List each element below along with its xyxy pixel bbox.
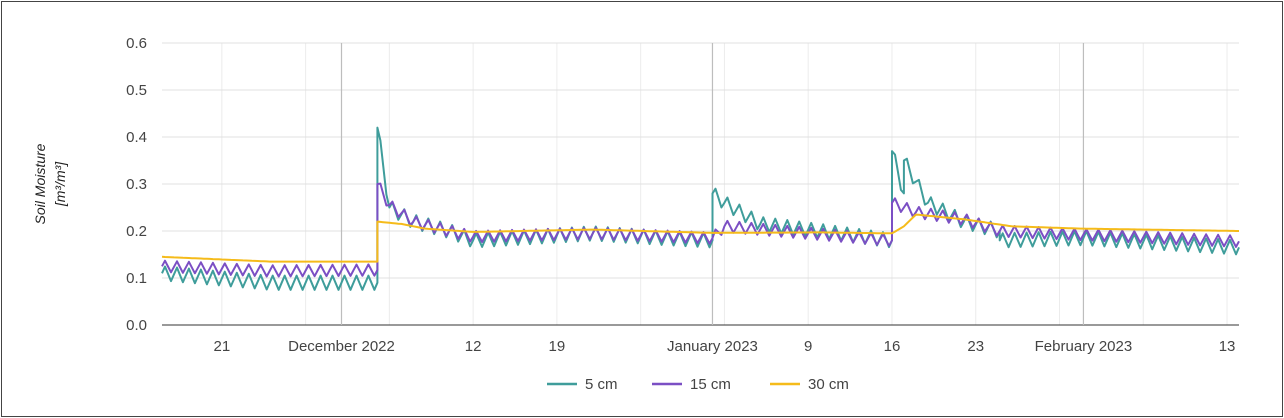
x-tick-label: 12 xyxy=(465,338,482,355)
x-tick-label: 21 xyxy=(213,338,230,355)
y-tick-label: 0.3 xyxy=(126,176,147,193)
x-tick-label: 13 xyxy=(1219,338,1236,355)
x-tick-label: 23 xyxy=(967,338,984,355)
x-tick-label: 19 xyxy=(549,338,566,355)
y-axis-unit: [m³/m³] xyxy=(52,161,68,207)
legend-label: 30 cm xyxy=(808,376,849,393)
x-axis: 21 December 2022 12 19 January 2023 9 16 23 Febr… xyxy=(213,338,1235,355)
grid xyxy=(162,42,1239,326)
series-line xyxy=(161,213,1239,263)
y-tick-label: 0.6 xyxy=(126,35,147,52)
y-tick-label: 0.5 xyxy=(126,82,147,99)
y-tick-label: 0.1 xyxy=(126,270,147,287)
legend-label: 5 cm xyxy=(585,376,618,393)
series-line xyxy=(161,126,1240,291)
y-tick-label: 0.0 xyxy=(126,317,147,334)
y-axis-label: Soil Moisture xyxy=(32,143,48,224)
x-tick-label: January 2023 xyxy=(667,338,758,355)
x-tick-label: 9 xyxy=(804,338,812,355)
x-tick-label: February 2023 xyxy=(1035,338,1133,355)
x-tick-label: December 2022 xyxy=(288,338,395,355)
y-axis-title: Soil Moisture [m³/m³] xyxy=(32,143,68,224)
series-line xyxy=(161,182,1240,278)
legend-label: 15 cm xyxy=(690,376,731,393)
x-tick-label: 16 xyxy=(884,338,901,355)
y-tick-label: 0.2 xyxy=(126,223,147,240)
y-axis: 0.0 0.1 0.2 0.3 0.4 0.5 0.6 xyxy=(126,35,147,334)
y-tick-label: 0.4 xyxy=(126,129,147,146)
legend: 5 cm 15 cm 30 cm xyxy=(547,376,849,393)
series-lines xyxy=(161,126,1240,291)
